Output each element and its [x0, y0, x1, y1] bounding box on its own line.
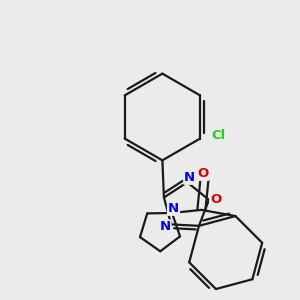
Text: O: O [210, 193, 221, 206]
Text: Cl: Cl [212, 129, 226, 142]
Text: N: N [168, 202, 179, 215]
Text: O: O [197, 167, 208, 180]
Text: N: N [159, 220, 170, 233]
Text: N: N [184, 171, 195, 184]
